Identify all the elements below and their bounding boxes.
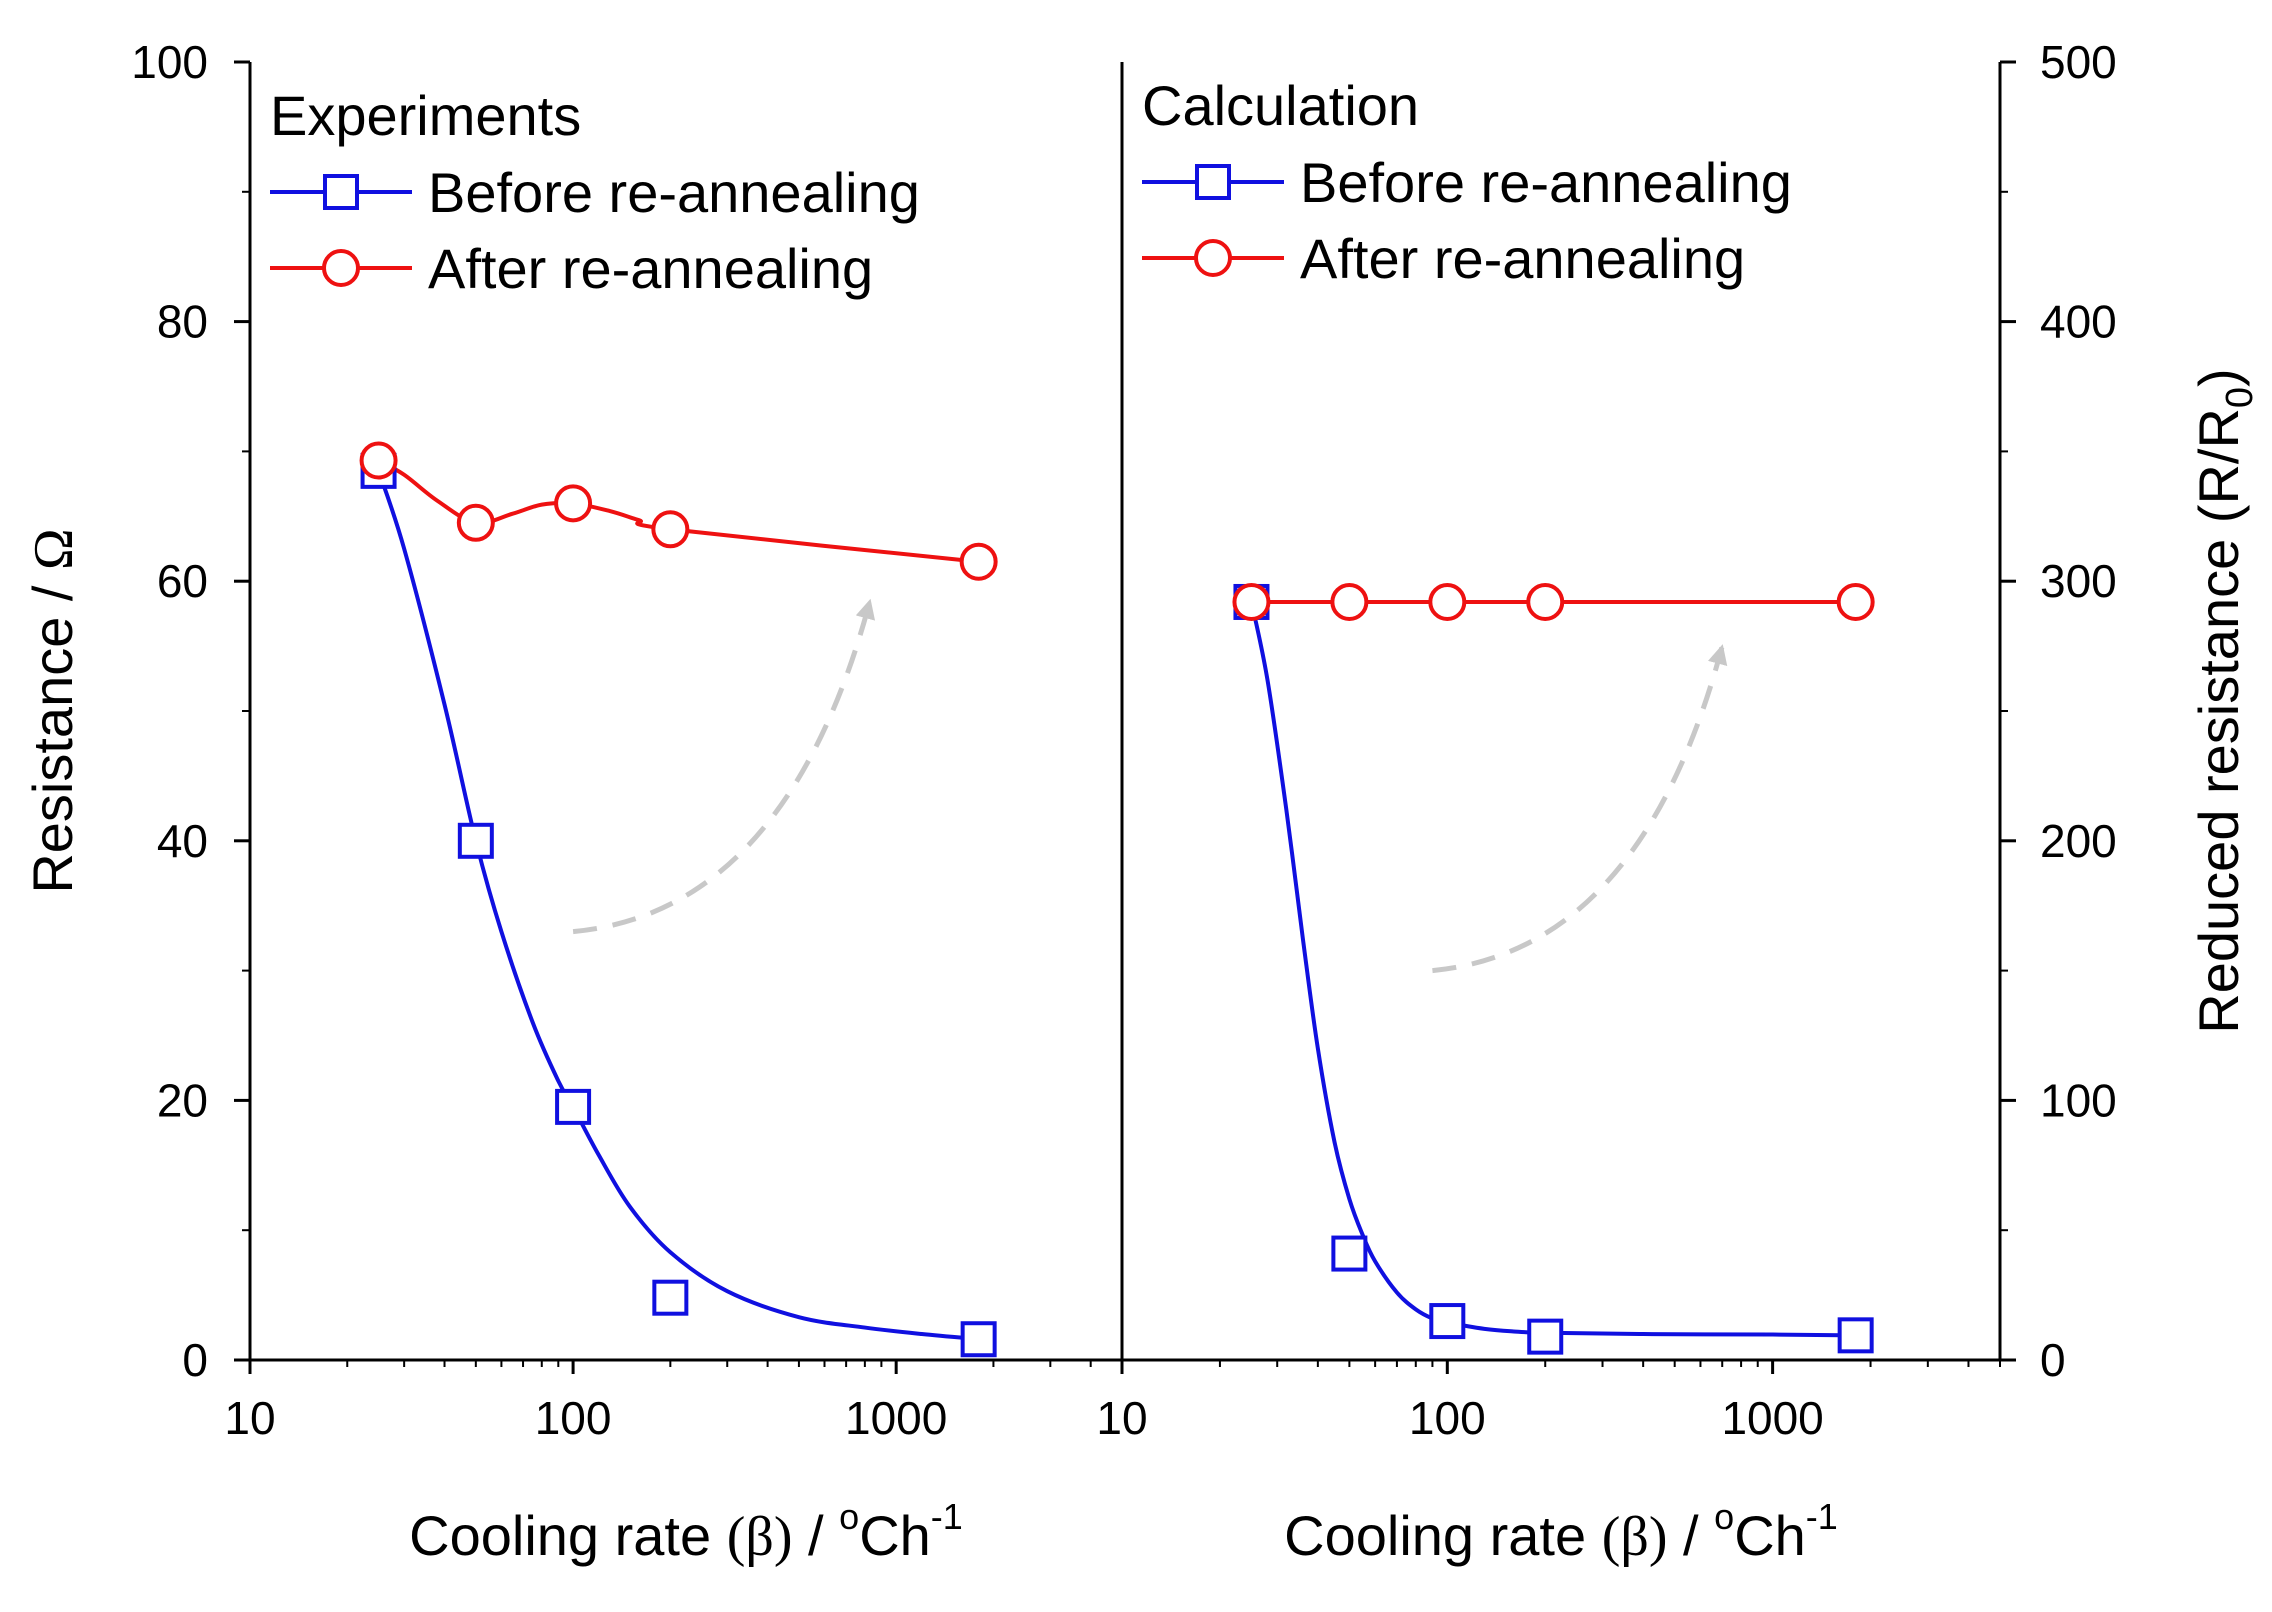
x-axis-title-degree: o — [1714, 1496, 1734, 1537]
legend-title: Calculation — [1142, 74, 1419, 137]
x-axis-title: Cooling rate (β) / oCh-1 — [1284, 1496, 1838, 1568]
left-y-tick-label: 60 — [157, 555, 208, 607]
markers-layer — [359, 441, 1875, 1358]
data-point-before — [1331, 1235, 1368, 1272]
left-y-axis-title: Resistance / Ω — [21, 528, 85, 893]
right-y-tick-label: 0 — [2040, 1334, 2066, 1386]
x-axis-title-exp: -1 — [931, 1496, 963, 1537]
left-y-tick-label: 100 — [131, 36, 208, 88]
x-axis-title-unit: Ch — [859, 1504, 931, 1567]
right-y-tick-label: 500 — [2040, 36, 2117, 88]
legend-entry-label: After re-annealing — [1300, 227, 1745, 290]
x-axis-title-sep: / — [1667, 1504, 1714, 1567]
data-point-before — [555, 1088, 592, 1125]
x-tick-label: 100 — [1409, 1392, 1486, 1444]
annotation-layer — [572, 598, 1728, 974]
x-axis-title: Cooling rate (β) / oCh-1 — [409, 1496, 963, 1568]
legend-marker-circle — [322, 249, 360, 287]
data-point-after — [1232, 582, 1271, 621]
x-tick-label: 1000 — [1721, 1392, 1823, 1444]
x-axis-title-exp: -1 — [1806, 1496, 1838, 1537]
right-y-tick-label: 100 — [2040, 1074, 2117, 1126]
data-point-before — [457, 822, 494, 859]
data-point-after — [1330, 582, 1369, 621]
x-tick-label: 100 — [535, 1392, 612, 1444]
data-point-before — [652, 1279, 689, 1316]
x-axis-title-unit: Ch — [1734, 1504, 1806, 1567]
x-tick-label: 10 — [1096, 1392, 1147, 1444]
right-y-axis-title-close: ) — [2187, 368, 2250, 387]
series-line-before — [376, 470, 979, 1342]
x-axis-title-main: Cooling rate — [409, 1504, 727, 1567]
x-axis-title-greek: (β) — [1602, 1506, 1668, 1568]
right-y-axis-title-main: Reduced resistance (R/R — [2187, 408, 2250, 1034]
data-point-before — [1837, 1317, 1874, 1354]
x-tick-label: 10 — [224, 1392, 275, 1444]
x-tick-label: 1000 — [845, 1392, 947, 1444]
legend-entry-label: After re-annealing — [428, 237, 873, 300]
data-point-before — [960, 1321, 997, 1358]
legend-entry-label: Before re-annealing — [428, 161, 920, 224]
x-axis-title-degree: o — [839, 1496, 859, 1537]
data-point-after — [959, 542, 998, 581]
data-point-after — [651, 510, 690, 549]
data-point-after — [554, 484, 593, 523]
data-point-before — [1429, 1303, 1466, 1340]
data-point-after — [1526, 582, 1565, 621]
left-y-axis-title-symbol: Ω — [23, 528, 85, 570]
legend-marker-square — [1195, 164, 1231, 200]
data-point-after — [1836, 582, 1875, 621]
right-y-tick-label: 300 — [2040, 555, 2117, 607]
right-y-axis-title: Reduced resistance (R/R0) — [2187, 368, 2261, 1033]
left-y-tick-label: 40 — [157, 815, 208, 867]
legend-marker-square — [323, 174, 359, 210]
x-axis-title-sep: / — [792, 1504, 839, 1567]
legend-layer: Experiments Before re-annealing After re-a… — [270, 74, 1792, 300]
x-axis-title-main: Cooling rate — [1284, 1504, 1602, 1567]
axes-layer — [234, 60, 2016, 1374]
legend-title: Experiments — [270, 84, 581, 147]
trend-arrow — [1432, 644, 1728, 974]
data-point-after — [359, 441, 398, 480]
data-point-after — [1428, 582, 1467, 621]
left-y-axis-title-main: Resistance / — [21, 570, 84, 894]
right-y-tick-label: 200 — [2040, 815, 2117, 867]
series-lines-layer — [376, 458, 1856, 1342]
trend-arrow — [572, 598, 876, 935]
data-point-before — [1527, 1318, 1564, 1355]
legend-marker-circle — [1194, 239, 1232, 277]
data-point-after — [456, 503, 495, 542]
x-axis-title-greek: (β) — [727, 1506, 793, 1568]
left-y-tick-label: 20 — [157, 1074, 208, 1126]
legend-entry-label: Before re-annealing — [1300, 151, 1792, 214]
series-line-before — [1249, 601, 1856, 1338]
left-y-tick-label: 0 — [182, 1334, 208, 1386]
right-y-axis-title-sub: 0 — [2219, 387, 2261, 408]
left-y-tick-label: 80 — [157, 296, 208, 348]
right-y-tick-label: 400 — [2040, 296, 2117, 348]
